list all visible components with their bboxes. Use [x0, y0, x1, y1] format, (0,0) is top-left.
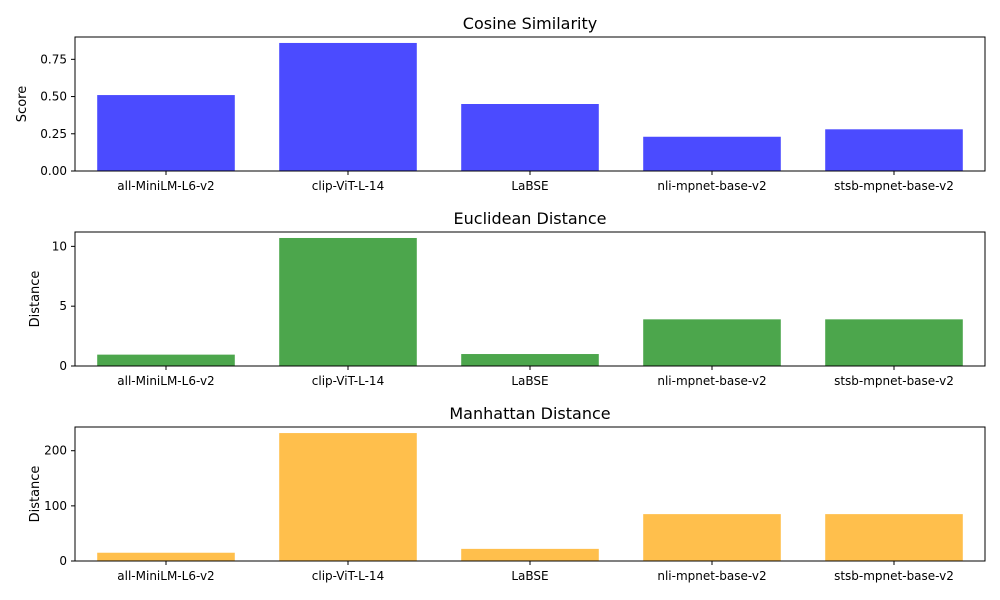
bar-nli-mpnet-base-v2: [643, 319, 781, 366]
bar-nli-mpnet-base-v2: [643, 514, 781, 561]
x-tick-label: LaBSE: [511, 569, 548, 583]
y-tick-label: 0.50: [40, 90, 67, 104]
bar-all-MiniLM-L6-v2: [97, 354, 235, 366]
bar-clip-ViT-L-14: [279, 433, 417, 561]
bar-stsb-mpnet-base-v2: [825, 514, 963, 561]
y-tick-label: 100: [44, 499, 67, 513]
x-tick-label: all-MiniLM-L6-v2: [117, 569, 214, 583]
chart-panel-3: Manhattan Distance Distance all-MiniLM-L6-…: [28, 404, 986, 583]
bar-nli-mpnet-base-v2: [643, 136, 781, 171]
bar-LaBSE: [461, 354, 599, 366]
y-tick-label: 0.25: [40, 127, 67, 141]
y-tick-label: 0: [59, 359, 67, 373]
y-axis-label: Distance: [28, 466, 43, 523]
y-axis-label: Distance: [28, 271, 43, 328]
bar-clip-ViT-L-14: [279, 42, 417, 172]
chart-title: Cosine Similarity: [463, 14, 597, 33]
y-tick-label: 200: [44, 444, 67, 458]
y-tick-label: 10: [52, 239, 67, 253]
y-tick-label: 0: [59, 554, 67, 568]
chart-title: Euclidean Distance: [454, 209, 607, 228]
chart-panel-2: Euclidean Distance Distance all-MiniLM-L6-…: [28, 209, 986, 388]
x-tick-label: clip-ViT-L-14: [312, 569, 384, 583]
y-tick-label: 0.00: [40, 164, 67, 178]
y-tick-label: 0.75: [40, 52, 67, 66]
x-tick-label: nli-mpnet-base-v2: [657, 374, 766, 388]
x-tick-label: stsb-mpnet-base-v2: [834, 374, 954, 388]
x-tick-label: all-MiniLM-L6-v2: [117, 179, 214, 193]
bar-stsb-mpnet-base-v2: [825, 129, 963, 171]
bar-clip-ViT-L-14: [279, 237, 417, 366]
bar-stsb-mpnet-base-v2: [825, 319, 963, 366]
chart-title: Manhattan Distance: [449, 404, 610, 423]
x-tick-label: stsb-mpnet-base-v2: [834, 569, 954, 583]
y-axis-label: Score: [15, 86, 30, 122]
x-tick-label: clip-ViT-L-14: [312, 374, 384, 388]
x-tick-label: nli-mpnet-base-v2: [657, 179, 766, 193]
chart-panel-1: Cosine Similarity Score all-MiniLM-L6-v2 cl…: [15, 14, 986, 193]
x-tick-label: nli-mpnet-base-v2: [657, 569, 766, 583]
bar-LaBSE: [461, 548, 599, 561]
x-tick-label: LaBSE: [511, 374, 548, 388]
plot-frame: [74, 231, 986, 367]
y-tick-label: 5: [59, 299, 67, 313]
bar-all-MiniLM-L6-v2: [97, 552, 235, 561]
bar-LaBSE: [461, 104, 599, 171]
x-tick-label: all-MiniLM-L6-v2: [117, 374, 214, 388]
plot-frame: [74, 426, 986, 562]
bar-all-MiniLM-L6-v2: [97, 95, 235, 171]
plot-frame: [74, 36, 986, 172]
x-tick-label: LaBSE: [511, 179, 548, 193]
x-tick-label: clip-ViT-L-14: [312, 179, 384, 193]
x-tick-label: stsb-mpnet-base-v2: [834, 179, 954, 193]
